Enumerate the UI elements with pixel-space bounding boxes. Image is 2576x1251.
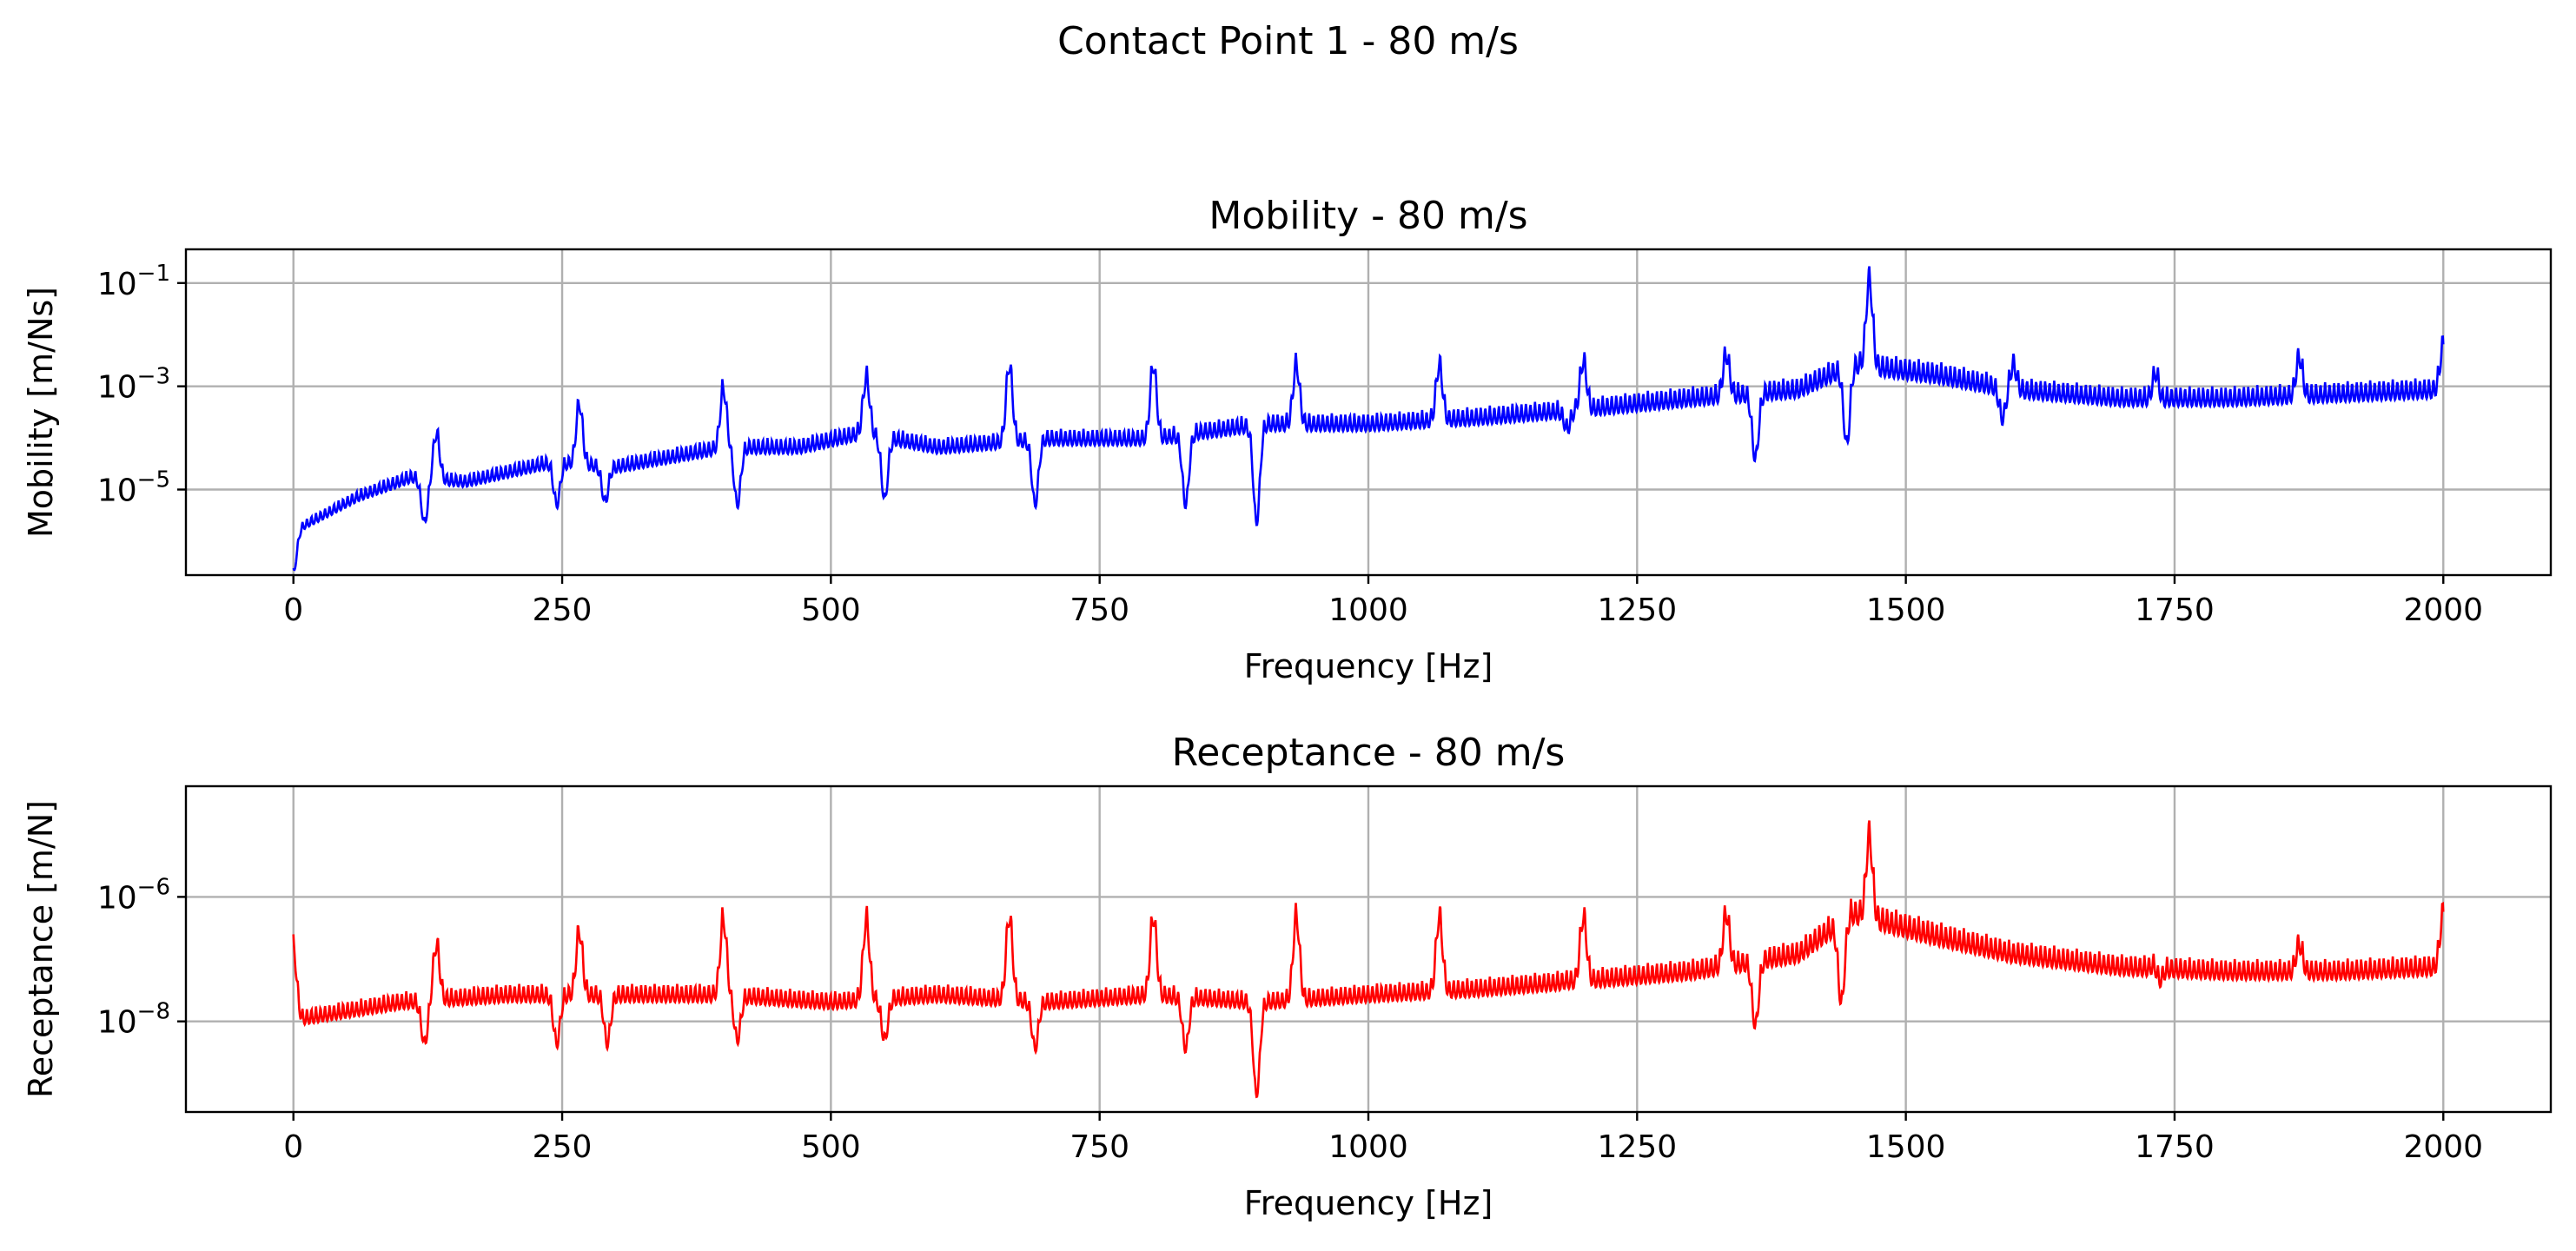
series-line (292, 820, 2445, 1099)
x-tick-label: 1000 (1328, 592, 1408, 628)
x-tick-label: 750 (1069, 1129, 1129, 1165)
x-tick-label: 1000 (1328, 1129, 1408, 1165)
series-line (292, 266, 2445, 572)
chart-panel-1: 0 250 500 750 1000 1250 1500 1750 2000 10−5 10−3 10… (22, 194, 2553, 685)
y-tick-label: 10−6 (97, 874, 170, 916)
y-axis-label: Receptance [m/N] (22, 800, 60, 1098)
figure-title: Contact Point 1 - 80 m/s (1057, 19, 1519, 63)
x-tick-label: 1500 (1866, 1129, 1946, 1165)
x-tick-label: 1250 (1598, 1129, 1678, 1165)
y-tick-label: 10−5 (97, 467, 170, 509)
x-tick-label: 1750 (2135, 592, 2215, 628)
x-tick-label: 250 (533, 592, 593, 628)
x-tick-label: 1750 (2135, 1129, 2215, 1165)
y-axis-label: Mobility [m/Ns] (22, 287, 60, 538)
y-tick-label: 10−1 (97, 261, 170, 302)
x-tick-label: 1500 (1866, 592, 1946, 628)
y-tick-label: 10−3 (97, 364, 170, 406)
x-axis-label: Frequency [Hz] (1244, 647, 1493, 685)
x-tick-label: 1250 (1598, 592, 1678, 628)
x-tick-label: 500 (801, 1129, 861, 1165)
x-tick-label: 2000 (2403, 1129, 2483, 1165)
chart-title: Receptance - 80 m/s (1172, 731, 1566, 775)
x-tick-label: 0 (283, 592, 303, 628)
x-tick-label: 0 (283, 1129, 303, 1165)
chart-panel-2: 0 250 500 750 1000 1250 1500 1750 2000 10−8 10−6 Re… (22, 731, 2553, 1222)
x-tick-label: 500 (801, 592, 861, 628)
chart-title: Mobility - 80 m/s (1209, 194, 1527, 238)
x-axis-label: Frequency [Hz] (1244, 1184, 1493, 1222)
y-tick-label: 10−8 (97, 999, 170, 1041)
x-tick-label: 2000 (2403, 592, 2483, 628)
x-tick-label: 250 (533, 1129, 593, 1165)
x-tick-label: 750 (1069, 592, 1129, 628)
